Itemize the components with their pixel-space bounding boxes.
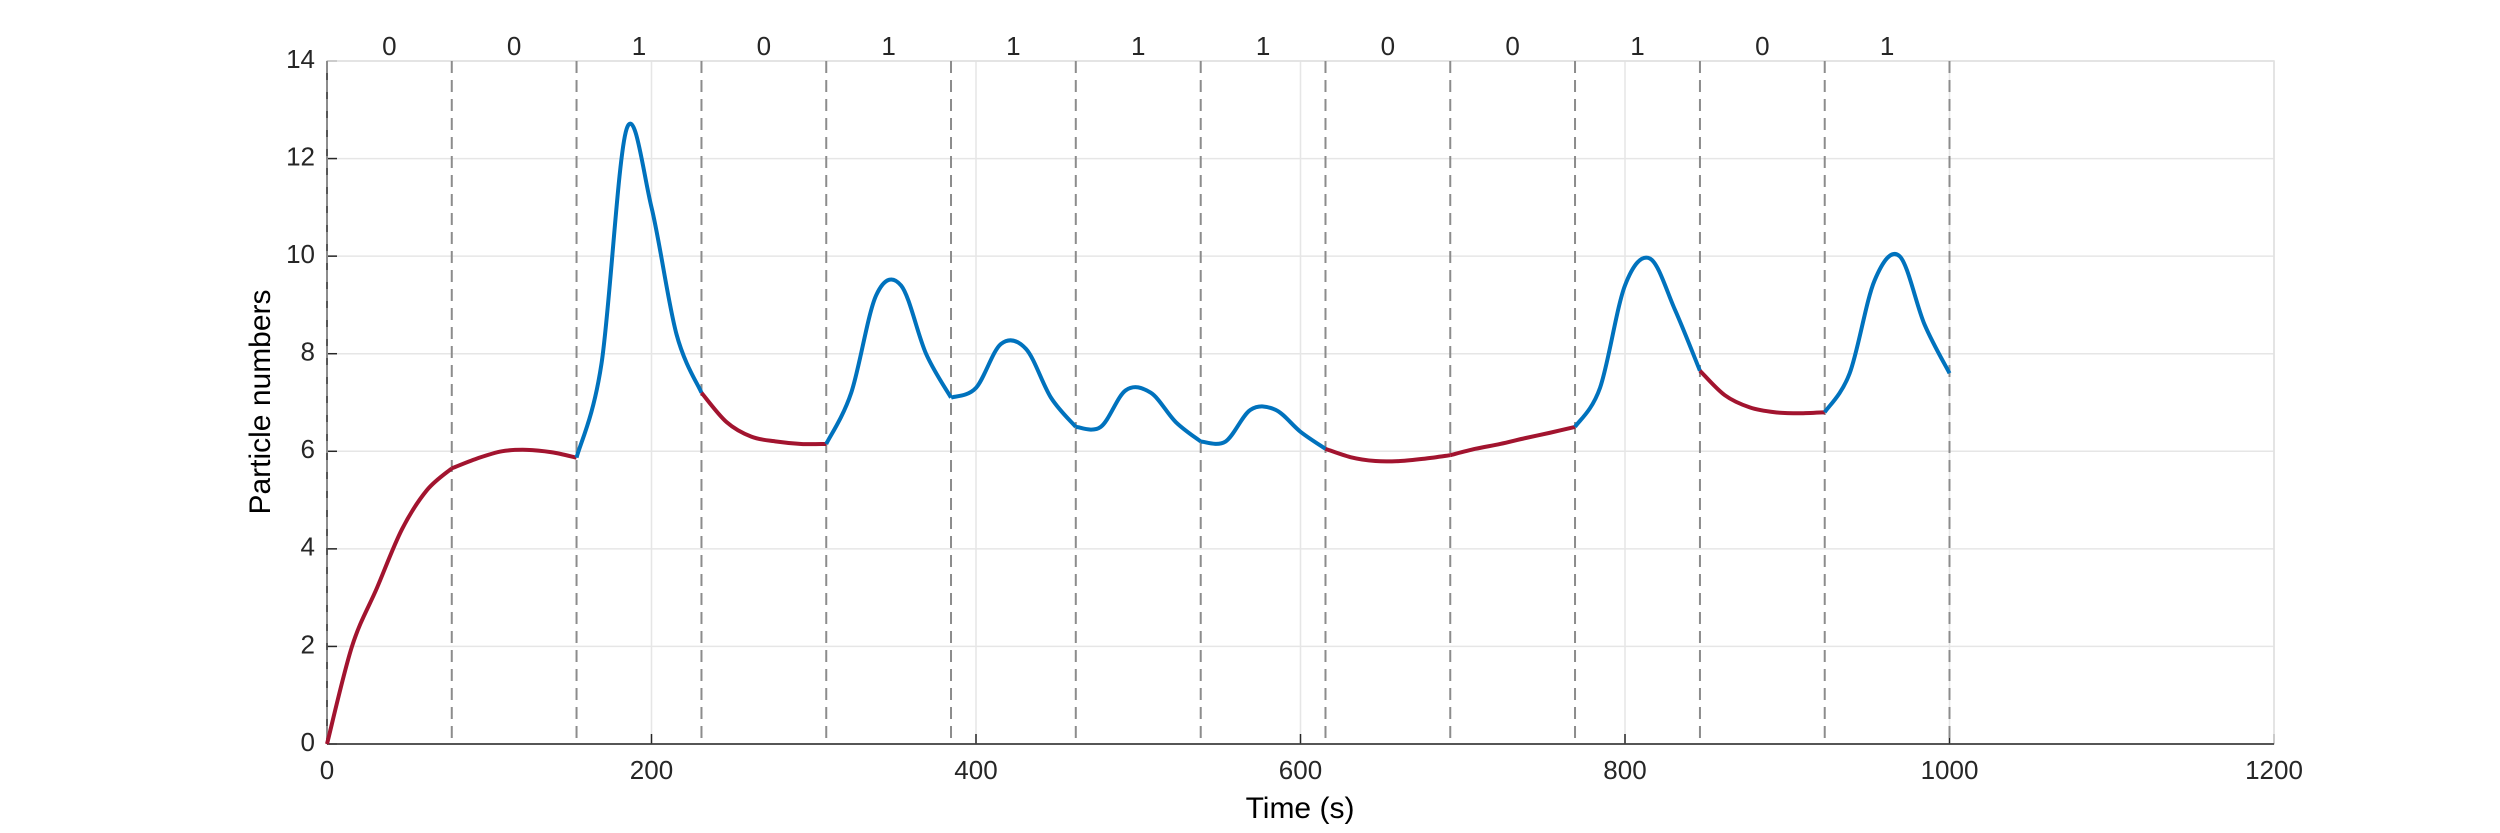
state-segment <box>451 447 577 471</box>
x-tick-label: 400 <box>954 755 997 785</box>
x-axis-label: Time (s) <box>1246 792 1355 825</box>
state-label: 1 <box>1630 31 1644 61</box>
state-label: 0 <box>1505 31 1519 61</box>
state-label: 1 <box>1256 31 1270 61</box>
y-tick-label: 0 <box>301 727 315 757</box>
y-tick-label: 8 <box>301 337 315 367</box>
state-segment <box>325 466 454 745</box>
state-label: 1 <box>881 31 895 61</box>
state-segment <box>824 277 953 445</box>
x-tick-label: 600 <box>1279 755 1322 785</box>
state-segment <box>1324 446 1451 464</box>
y-tick-label: 10 <box>286 239 315 269</box>
state-segment <box>1573 255 1702 429</box>
state-segment <box>1200 404 1327 451</box>
state-label: 0 <box>1755 31 1769 61</box>
y-tick-label: 2 <box>301 629 315 659</box>
state-label: 1 <box>1006 31 1020 61</box>
y-axis-label: Particle numbers <box>244 289 277 514</box>
state-segment <box>1698 369 1825 416</box>
y-tick-label: 4 <box>301 532 315 562</box>
x-tick-label: 1000 <box>1921 755 1979 785</box>
state-label: 0 <box>757 31 771 61</box>
state-segment <box>1823 252 1952 414</box>
state-segment <box>699 391 827 447</box>
state-segment <box>950 338 1078 429</box>
x-tick-label: 0 <box>320 755 334 785</box>
state-label: 1 <box>1880 31 1894 61</box>
state-label: 0 <box>507 31 521 61</box>
x-tick-label: 200 <box>630 755 673 785</box>
state-segment <box>574 121 704 459</box>
state-label: 0 <box>1381 31 1395 61</box>
state-label: 1 <box>1131 31 1145 61</box>
y-tick-label: 6 <box>301 434 315 464</box>
state-segment <box>1449 424 1576 458</box>
y-tick-label: 12 <box>286 141 315 171</box>
state-segment <box>1075 385 1202 444</box>
x-tick-label: 800 <box>1603 755 1646 785</box>
state-label: 1 <box>632 31 646 61</box>
y-tick-label: 14 <box>286 44 315 74</box>
state-label: 0 <box>382 31 396 61</box>
x-tick-label: 1200 <box>2245 755 2303 785</box>
